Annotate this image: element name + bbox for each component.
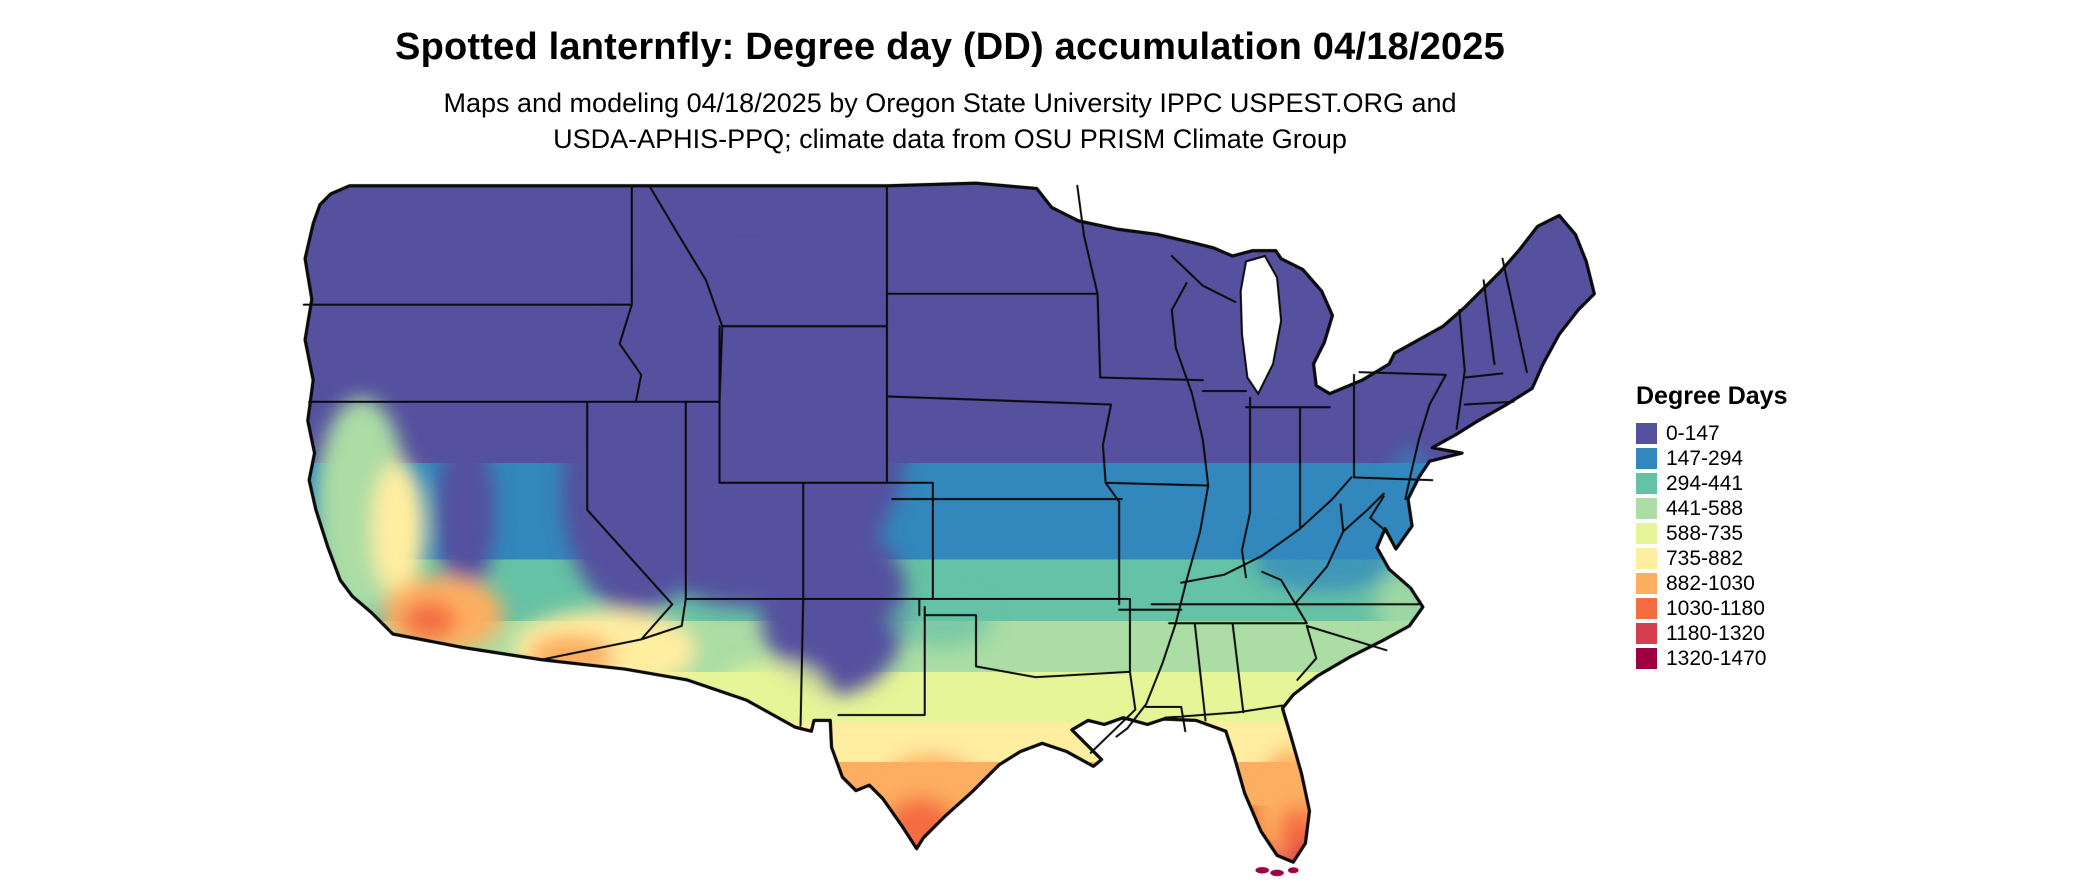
legend-swatch	[1636, 623, 1657, 644]
legend-label: 0-147	[1666, 422, 1720, 445]
legend-row: 1320-1470	[1636, 646, 1787, 671]
legend-swatch	[1636, 498, 1657, 519]
south-texas-hot-core	[885, 797, 956, 857]
sierra-nevada-cool-region	[436, 431, 496, 594]
legend-swatch	[1636, 548, 1657, 569]
legend-swatch	[1636, 598, 1657, 619]
legend-label: 147-294	[1666, 447, 1744, 470]
legend-label: 1320-1470	[1666, 647, 1767, 670]
legend-row: 882-1030	[1636, 571, 1787, 596]
central-valley-warm-band	[371, 461, 426, 597]
florida-keys	[1255, 867, 1299, 877]
legend-swatch	[1636, 423, 1657, 444]
legend-label: 294-441	[1666, 472, 1744, 495]
legend-label: 1030-1180	[1666, 597, 1765, 620]
legend-row: 1180-1320	[1636, 621, 1787, 646]
us-degree-day-map	[300, 175, 1598, 877]
florida-keys-dot	[1255, 867, 1269, 874]
legend-row: 588-735	[1636, 521, 1787, 546]
legend-swatch	[1636, 448, 1657, 469]
legend-label: 1180-1320	[1666, 622, 1765, 645]
map-svg	[302, 181, 1596, 877]
legend-swatch	[1636, 648, 1657, 669]
southwest-nm-band	[719, 661, 828, 721]
us-outline	[303, 181, 1596, 864]
lake-michigan	[1239, 254, 1283, 396]
state-borders	[302, 184, 1528, 754]
great-basin-cool-region	[561, 370, 711, 614]
legend-title: Degree Days	[1636, 382, 1788, 410]
legend-label: 441-588	[1666, 497, 1744, 520]
legend-row: 735-882	[1636, 546, 1787, 571]
subtitle-line-2: USDA-APHIS-PPQ; climate data from OSU PR…	[553, 124, 1347, 154]
legend-row: 147-294	[1636, 446, 1787, 471]
legend: Degree Days 0-147 147-294 294-441 441-58…	[1636, 382, 1787, 671]
legend-swatch	[1636, 573, 1657, 594]
page-title: Spotted lanternfly: Degree day (DD) accu…	[395, 26, 1505, 68]
page-subtitle: Maps and modeling 04/18/2025 by Oregon S…	[0, 85, 1900, 157]
new-mexico-highlands-cool-region	[760, 519, 909, 695]
socal-desert-hot-core	[402, 601, 457, 640]
legend-row: 294-441	[1636, 471, 1787, 496]
legend-label: 588-735	[1666, 522, 1744, 545]
subtitle-line-1: Maps and modeling 04/18/2025 by Oregon S…	[443, 88, 1457, 118]
map-fill-layer	[305, 183, 1595, 863]
legend-label: 882-1030	[1666, 572, 1755, 595]
florida-keys-dot	[1270, 869, 1284, 877]
mid-atlantic-coast-band	[1389, 447, 1433, 551]
legend-label: 735-882	[1666, 547, 1744, 570]
texas-panhandle-band	[889, 593, 993, 648]
arizona-hot-core	[527, 634, 615, 678]
legend-row: 441-588	[1636, 496, 1787, 521]
florida-keys-dot	[1287, 867, 1299, 874]
legend-swatch	[1636, 523, 1657, 544]
legend-swatch	[1636, 473, 1657, 494]
legend-row: 1030-1180	[1636, 596, 1787, 621]
appalachian-cool-dip	[1252, 532, 1394, 593]
legend-row: 0-147	[1636, 421, 1787, 446]
figure-header: Spotted lanternfly: Degree day (DD) accu…	[0, 0, 1900, 157]
